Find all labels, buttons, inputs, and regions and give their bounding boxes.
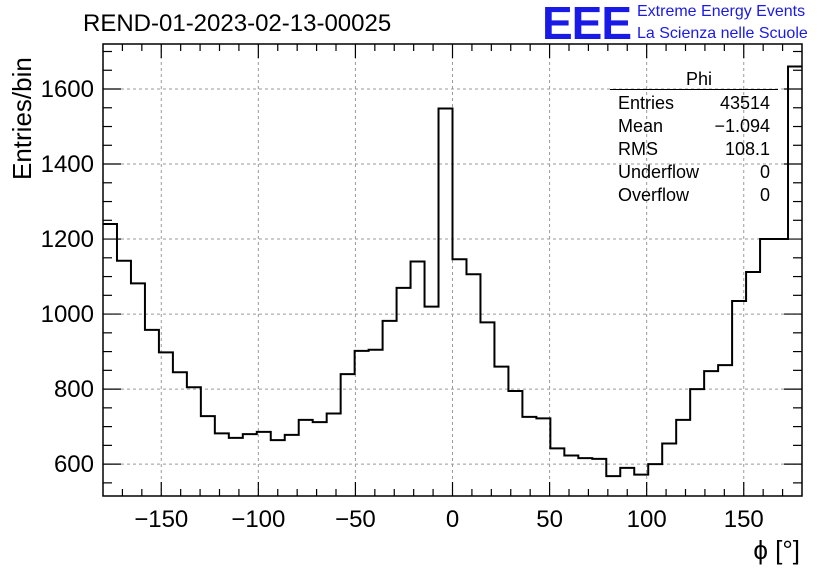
y-axis-label: Entries/bin (7, 57, 37, 180)
histogram-bin (494, 367, 508, 496)
histogram-bin (746, 272, 760, 496)
histogram-bin (103, 224, 117, 496)
histogram-bin (718, 365, 732, 496)
y-tick-label: 600 (54, 451, 94, 478)
stats-label: Underflow (618, 162, 700, 182)
histogram-bin (327, 413, 341, 496)
histogram-line (103, 65, 802, 478)
x-tick-label: −100 (231, 506, 285, 533)
histogram-bin (690, 389, 704, 496)
logo-subtitle-line-1: Extreme Energy Events (637, 3, 806, 20)
stats-row-rms: RMS 108.1 (610, 138, 778, 161)
y-tick-label: 800 (54, 376, 94, 403)
histogram-bin (313, 422, 327, 496)
y-tick-label: 1200 (41, 226, 94, 253)
histogram-bin (732, 301, 746, 496)
stats-label: RMS (618, 139, 658, 159)
histogram-bin (271, 440, 285, 496)
histogram-bin (341, 374, 355, 496)
x-tick-label: 100 (627, 506, 667, 533)
histogram-bin (788, 67, 802, 496)
stats-row-entries: Entries 43514 (610, 92, 778, 115)
stats-value: 0 (759, 185, 770, 205)
histogram-bin (662, 443, 676, 496)
histogram-bin (676, 420, 690, 496)
eee-logo: EEE (542, 0, 632, 49)
histogram-bin (592, 459, 606, 496)
stats-value: 108.1 (724, 139, 770, 159)
histogram-bin (536, 418, 550, 496)
histogram-bin (159, 352, 173, 496)
histogram-bin (131, 283, 145, 496)
histogram-bin (480, 322, 494, 496)
histogram-bin (425, 307, 439, 496)
histogram-bin (201, 416, 215, 496)
axis-ticks (103, 44, 802, 496)
histogram-bin (453, 259, 467, 496)
y-tick-label: 1600 (41, 76, 94, 103)
y-tick-label: 1000 (41, 301, 94, 328)
histogram-bin (760, 239, 774, 496)
histogram-bin (439, 109, 453, 496)
stats-title: Phi (685, 69, 712, 89)
histogram-bin (383, 321, 397, 496)
x-tick-label: 50 (536, 506, 563, 533)
histogram-bin (117, 261, 131, 496)
histogram-bin (229, 438, 243, 496)
stats-label: Mean (618, 116, 664, 136)
stats-box: Phi Entries 43514 Mean −1.094 RMS 108.1 … (610, 70, 778, 207)
stats-value: −1.094 (714, 116, 770, 136)
histogram-bin (774, 239, 788, 496)
x-tick-label: −150 (134, 506, 188, 533)
y-tick-label: 1400 (41, 151, 94, 178)
stats-value: 43514 (719, 93, 770, 113)
histogram-bin (411, 262, 425, 496)
stats-value: 0 (759, 162, 770, 182)
histogram-bin (508, 391, 522, 496)
stats-divider (610, 89, 778, 90)
x-axis-label: ϕ [°] (753, 535, 800, 565)
histogram-bin (550, 448, 564, 496)
histogram-bin (397, 288, 411, 496)
histogram-bin (145, 330, 159, 496)
histogram-bin (299, 420, 313, 496)
histogram-bins (103, 65, 802, 496)
x-tick-label: 0 (446, 506, 459, 533)
stats-row-underflow: Underflow 0 (610, 161, 778, 184)
histogram-bin (369, 350, 383, 496)
histogram-bin (285, 435, 299, 496)
histogram-bin (648, 464, 662, 496)
histogram-bin (578, 458, 592, 496)
stats-row-overflow: Overflow 0 (610, 184, 778, 207)
x-tick-label: −50 (335, 506, 376, 533)
stats-label: Entries (618, 93, 675, 113)
histogram-bin (704, 371, 718, 496)
histogram-bin (466, 274, 480, 496)
histogram-bin (187, 387, 201, 496)
histogram-bin (215, 433, 229, 496)
histogram-bin (173, 372, 187, 496)
logo-subtitle-line-2: La Scienza nelle Scuole (637, 25, 808, 42)
histogram-bin (564, 455, 578, 496)
axis-tick-labels: −150 −100 −50 0 50 100 150 600 800 1000 1200 1400 16… (41, 76, 764, 533)
chart-title: REND-01-2023-02-13-00025 (83, 10, 392, 37)
histogram-bin (522, 417, 536, 496)
x-tick-label: 150 (724, 506, 764, 533)
histogram-bin (355, 351, 369, 496)
histogram-bin (243, 434, 257, 496)
stats-row-mean: Mean −1.094 (610, 115, 778, 138)
stats-label: Overflow (618, 185, 690, 205)
